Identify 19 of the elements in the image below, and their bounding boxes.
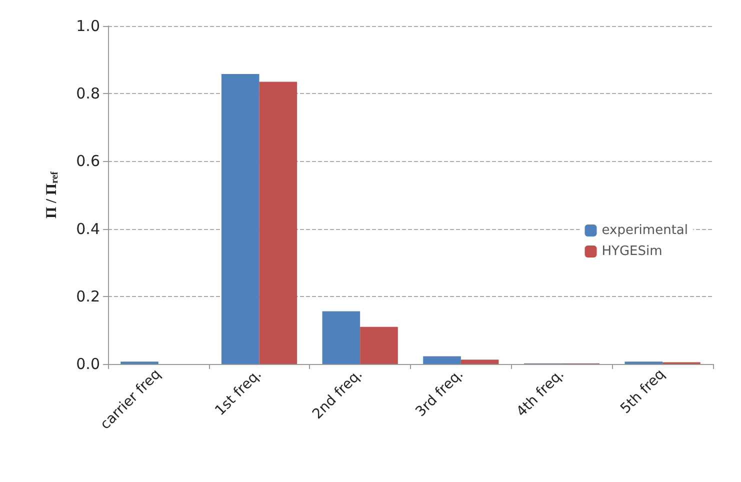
legend-label: HYGESim xyxy=(602,244,662,259)
y-tick-label: 1.0 xyxy=(76,17,100,35)
bar xyxy=(322,311,360,364)
x-tick-label: 3rd freq. xyxy=(412,366,467,420)
y-axis-title: Π / Πref xyxy=(44,170,60,219)
y-tick-label: 0.2 xyxy=(76,287,100,306)
bar xyxy=(360,326,398,364)
y-tick-label: 0.6 xyxy=(76,152,100,170)
legend-label: experimental xyxy=(602,223,688,238)
y-tick-label: 0.8 xyxy=(76,84,100,103)
y-tick-label: 0.0 xyxy=(76,355,100,373)
y-tick-label: 0.4 xyxy=(76,220,100,238)
x-tick-label: 1st freq. xyxy=(212,366,265,419)
x-tick-label: 5th freq xyxy=(618,366,668,417)
x-tick-label: 4th freq. xyxy=(514,366,568,420)
bar xyxy=(460,360,499,364)
bar xyxy=(221,74,260,364)
bar xyxy=(423,356,461,364)
bar xyxy=(259,82,298,364)
